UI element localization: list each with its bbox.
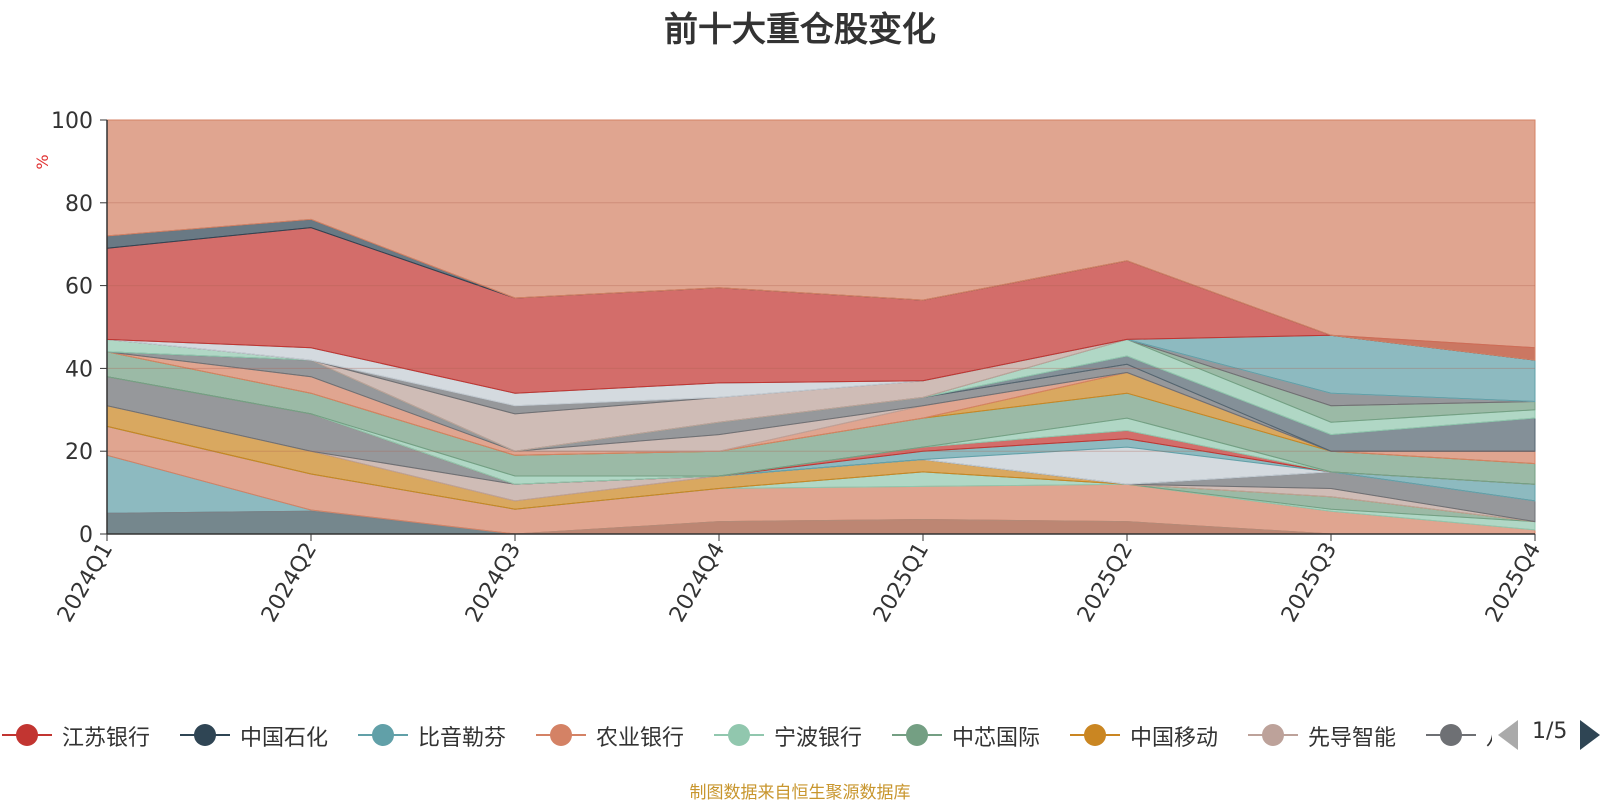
legend-next-page-button[interactable]	[1580, 720, 1600, 750]
y-tick-label: 0	[79, 523, 93, 548]
legend-page-indicator: 1/5	[1532, 719, 1568, 744]
y-tick-label: 40	[65, 357, 93, 382]
legend-marker-icon	[180, 724, 230, 746]
x-tick-label: 2024Q2	[257, 539, 322, 627]
x-tick-label: 2025Q4	[1481, 539, 1546, 627]
x-tick-label: 2025Q1	[869, 539, 934, 627]
y-tick-label: 100	[51, 109, 93, 134]
legend-label: 先导智能	[1308, 726, 1397, 751]
legend-label: 江苏银行	[62, 726, 151, 751]
x-tick-label: 2024Q1	[53, 539, 118, 627]
legend-label: 农业银行	[596, 726, 685, 751]
x-tick-label: 2025Q2	[1073, 539, 1138, 627]
legend-label: 中国石化	[240, 726, 329, 751]
legend-marker-icon	[536, 724, 586, 746]
legend-items: 江苏银行 中国石化 比音勒芬 农业银行 宁波银行 中芯国际 中国移动 先导智能 八	[0, 718, 1492, 752]
legend-marker-icon	[358, 724, 408, 746]
legend-marker-icon	[714, 724, 764, 746]
chart-areas	[106, 119, 1536, 535]
legend-label: 比音勒芬	[418, 726, 507, 751]
legend-marker-icon	[1426, 724, 1476, 746]
area-band	[106, 119, 1536, 361]
chart-title: 前十大重仓股变化	[664, 10, 936, 50]
y-tick-label: 20	[65, 440, 93, 465]
y-tick-label: 60	[65, 275, 93, 300]
legend-marker-icon	[1070, 724, 1120, 746]
legend-prev-page-button[interactable]	[1498, 720, 1518, 750]
x-tick-label: 2024Q4	[665, 539, 730, 627]
x-tick-label: 2025Q3	[1277, 539, 1342, 627]
area-chart: 0 20 40 60 80 100 2024Q1 2024Q2 2024Q3 2024Q4 2025…	[33, 109, 1546, 627]
legend-label: 八	[1486, 720, 1492, 752]
legend-marker-icon	[2, 724, 52, 746]
legend-marker-icon	[1248, 724, 1298, 746]
legend: 江苏银行 中国石化 比音勒芬 农业银行 宁波银行 中芯国际 中国移动 先导智能 八	[0, 718, 1600, 752]
legend-label: 中芯国际	[952, 726, 1041, 751]
source-note: 制图数据来自恒生聚源数据库	[689, 783, 911, 803]
chart-gridlines	[107, 202, 1535, 452]
y-axis-label: %	[33, 154, 52, 169]
legend-label: 宁波银行	[774, 726, 863, 751]
legend-label: 中国移动	[1130, 726, 1219, 751]
x-tick-label: 2024Q3	[461, 539, 526, 627]
legend-marker-icon	[892, 724, 942, 746]
y-tick-label: 80	[65, 192, 93, 217]
